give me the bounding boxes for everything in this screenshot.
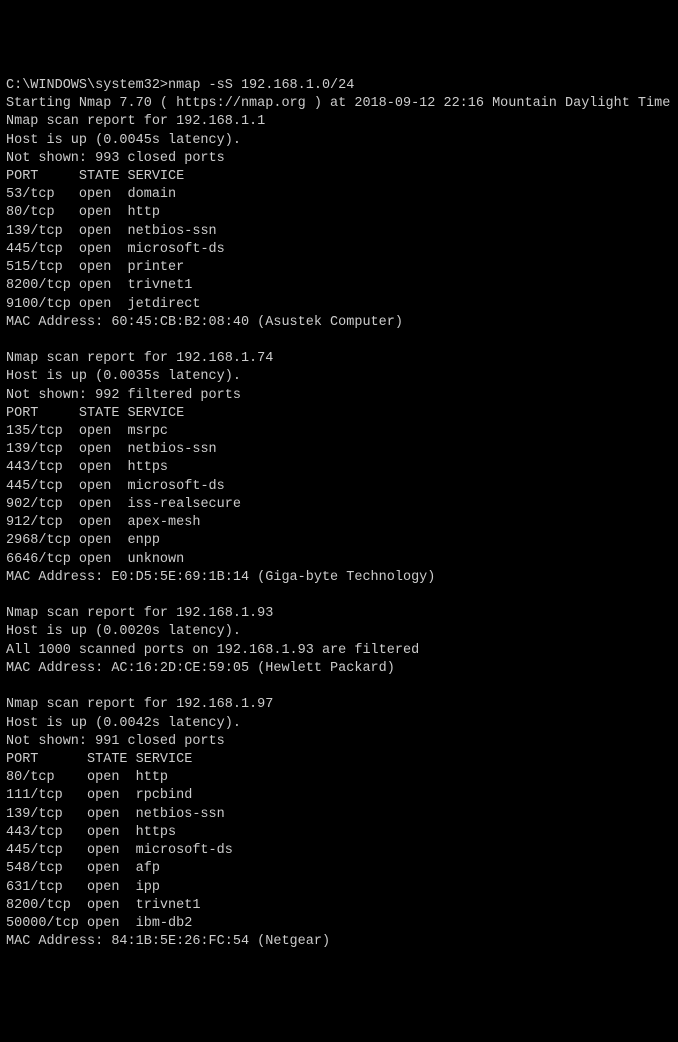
port-row: 50000/tcp open ibm-db2	[6, 916, 192, 931]
host-up-line: Host is up (0.0042s latency).	[6, 716, 241, 731]
scan-report-header: Nmap scan report for 192.168.1.97	[6, 697, 273, 712]
port-row: 80/tcp open http	[6, 205, 160, 220]
port-header: PORT STATE SERVICE	[6, 169, 184, 184]
prompt: C:\WINDOWS\system32>	[6, 78, 168, 93]
mac-address-line: MAC Address: 84:1B:5E:26:FC:54 (Netgear)	[6, 934, 330, 949]
mac-address-line: MAC Address: AC:16:2D:CE:59:05 (Hewlett …	[6, 661, 395, 676]
port-row: 80/tcp open http	[6, 770, 168, 785]
port-row: 139/tcp open netbios-ssn	[6, 224, 217, 239]
not-shown-line: Not shown: 993 closed ports	[6, 151, 225, 166]
port-row: 912/tcp open apex-mesh	[6, 515, 200, 530]
port-header: PORT STATE SERVICE	[6, 752, 192, 767]
port-row: 443/tcp open https	[6, 460, 168, 475]
port-row: 8200/tcp open trivnet1	[6, 278, 192, 293]
mac-address-line: MAC Address: E0:D5:5E:69:1B:14 (Giga-byt…	[6, 570, 435, 585]
nmap-start-line: Starting Nmap 7.70 ( https://nmap.org ) …	[6, 96, 670, 111]
host-up-line: Host is up (0.0035s latency).	[6, 369, 241, 384]
terminal-output: C:\WINDOWS\system32>nmap -sS 192.168.1.0…	[6, 77, 672, 952]
port-row: 548/tcp open afp	[6, 861, 160, 876]
port-row: 631/tcp open ipp	[6, 880, 160, 895]
port-row: 111/tcp open rpcbind	[6, 788, 192, 803]
mac-address-line: MAC Address: 60:45:CB:B2:08:40 (Asustek …	[6, 315, 403, 330]
port-row: 139/tcp open netbios-ssn	[6, 807, 225, 822]
port-row: 6646/tcp open unknown	[6, 552, 184, 567]
scan-report-header: Nmap scan report for 192.168.1.74	[6, 351, 273, 366]
port-row: 8200/tcp open trivnet1	[6, 898, 200, 913]
port-header: PORT STATE SERVICE	[6, 406, 184, 421]
port-row: 139/tcp open netbios-ssn	[6, 442, 217, 457]
port-row: 53/tcp open domain	[6, 187, 176, 202]
not-shown-line: Not shown: 991 closed ports	[6, 734, 225, 749]
host-up-line: Host is up (0.0045s latency).	[6, 133, 241, 148]
port-row: 902/tcp open iss-realsecure	[6, 497, 241, 512]
port-row: 515/tcp open printer	[6, 260, 184, 275]
port-row: 9100/tcp open jetdirect	[6, 297, 200, 312]
scan-report-header: Nmap scan report for 192.168.1.93	[6, 606, 273, 621]
host-up-line: Host is up (0.0020s latency).	[6, 624, 241, 639]
port-row: 135/tcp open msrpc	[6, 424, 168, 439]
filtered-line: All 1000 scanned ports on 192.168.1.93 a…	[6, 643, 419, 658]
port-row: 2968/tcp open enpp	[6, 533, 160, 548]
port-row: 445/tcp open microsoft-ds	[6, 479, 225, 494]
scan-report-header: Nmap scan report for 192.168.1.1	[6, 114, 265, 129]
command-text: nmap -sS 192.168.1.0/24	[168, 78, 354, 93]
port-row: 445/tcp open microsoft-ds	[6, 242, 225, 257]
not-shown-line: Not shown: 992 filtered ports	[6, 388, 241, 403]
port-row: 443/tcp open https	[6, 825, 176, 840]
port-row: 445/tcp open microsoft-ds	[6, 843, 233, 858]
